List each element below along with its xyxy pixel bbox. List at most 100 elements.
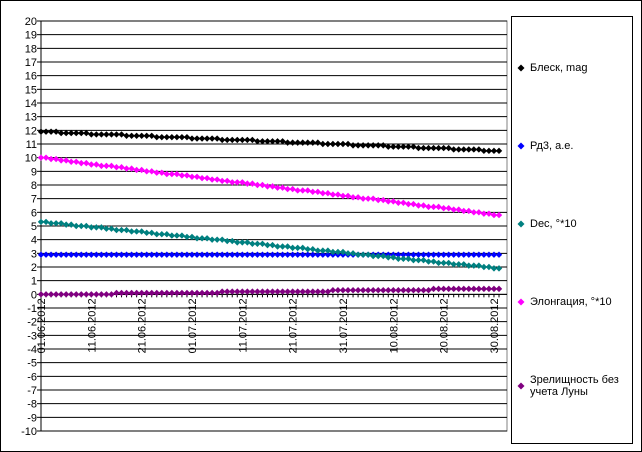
data-point bbox=[118, 226, 125, 234]
data-point bbox=[284, 139, 291, 146]
data-point bbox=[465, 251, 473, 258]
data-point bbox=[264, 288, 271, 295]
data-point bbox=[425, 144, 432, 152]
data-point bbox=[224, 136, 231, 144]
data-point bbox=[349, 142, 357, 149]
data-point bbox=[450, 251, 457, 258]
data-point bbox=[158, 231, 165, 238]
data-point bbox=[465, 146, 473, 153]
legend-label: Рд3, а.е. bbox=[530, 140, 574, 152]
data-point bbox=[183, 133, 191, 141]
data-point bbox=[244, 239, 251, 246]
data-point bbox=[294, 139, 301, 146]
data-point bbox=[234, 288, 241, 295]
data-point bbox=[224, 288, 231, 295]
data-point bbox=[173, 133, 181, 141]
data-point bbox=[128, 132, 135, 139]
y-tick-label: 8 bbox=[31, 180, 37, 192]
data-point bbox=[118, 289, 125, 297]
x-tick-label: 30.08.2012 bbox=[489, 298, 501, 353]
data-point bbox=[138, 228, 145, 235]
data-point bbox=[178, 289, 186, 297]
data-point bbox=[203, 174, 211, 182]
data-point bbox=[47, 251, 55, 258]
data-point bbox=[213, 251, 221, 258]
data-point bbox=[314, 247, 322, 254]
data-point bbox=[173, 232, 181, 239]
data-point bbox=[475, 146, 483, 153]
data-point bbox=[364, 142, 372, 149]
data-point bbox=[198, 251, 206, 258]
data-point bbox=[163, 133, 171, 141]
data-point bbox=[324, 140, 332, 148]
legend-marker bbox=[517, 382, 525, 390]
data-point bbox=[450, 146, 457, 153]
data-point bbox=[269, 288, 276, 295]
data-point bbox=[42, 251, 50, 258]
data-point bbox=[234, 179, 241, 186]
data-point bbox=[390, 254, 397, 261]
x-tick-label: 21.07.2012 bbox=[288, 298, 300, 353]
data-point bbox=[234, 251, 241, 258]
data-point bbox=[470, 285, 478, 293]
data-point bbox=[259, 288, 266, 295]
data-point bbox=[168, 251, 176, 258]
data-point bbox=[123, 226, 130, 234]
data-point bbox=[108, 225, 115, 232]
data-point bbox=[450, 285, 457, 293]
legend-symbol bbox=[517, 64, 525, 72]
x-tick-label: 01.06.2012 bbox=[36, 298, 48, 353]
data-point bbox=[400, 143, 407, 150]
data-point bbox=[405, 255, 412, 262]
data-point bbox=[329, 248, 337, 256]
x-tick-label: 21.06.2012 bbox=[137, 298, 149, 353]
data-point bbox=[435, 144, 442, 152]
data-point bbox=[385, 287, 392, 294]
data-point bbox=[52, 251, 60, 258]
data-point bbox=[289, 251, 296, 258]
data-point bbox=[183, 251, 191, 258]
data-point bbox=[344, 140, 352, 148]
data-point bbox=[445, 144, 452, 152]
data-point bbox=[309, 251, 316, 258]
y-tick-label: 0 bbox=[31, 289, 37, 301]
data-point bbox=[480, 251, 488, 258]
data-point bbox=[229, 237, 236, 245]
data-point bbox=[254, 288, 261, 295]
data-point bbox=[475, 209, 483, 216]
data-point bbox=[47, 291, 55, 298]
data-point bbox=[249, 180, 256, 187]
data-point bbox=[324, 251, 332, 258]
data-point bbox=[47, 128, 55, 135]
data-point bbox=[395, 255, 402, 262]
data-point bbox=[62, 251, 70, 258]
data-point bbox=[188, 135, 196, 142]
data-point bbox=[113, 251, 120, 258]
data-point bbox=[88, 161, 95, 168]
y-tick-label: 4 bbox=[31, 235, 37, 247]
data-point bbox=[93, 161, 100, 168]
data-point bbox=[314, 288, 322, 295]
data-point bbox=[229, 288, 236, 295]
y-tick-label: -5 bbox=[27, 358, 37, 370]
data-point bbox=[289, 185, 296, 193]
data-point bbox=[274, 288, 281, 295]
data-point bbox=[173, 251, 181, 258]
data-point bbox=[78, 159, 85, 167]
data-point bbox=[78, 291, 85, 298]
y-tick-label: 1 bbox=[31, 276, 37, 288]
data-point bbox=[410, 287, 417, 294]
data-point bbox=[123, 132, 130, 139]
data-point bbox=[218, 236, 226, 243]
data-point bbox=[380, 252, 387, 260]
data-point bbox=[465, 207, 473, 215]
data-point bbox=[229, 179, 236, 186]
data-point bbox=[329, 140, 337, 148]
data-point bbox=[218, 177, 226, 185]
data-point bbox=[67, 291, 75, 298]
legend-label: Dec, °*10 bbox=[530, 218, 577, 230]
data-point bbox=[445, 285, 452, 293]
data-point bbox=[455, 261, 462, 268]
data-point bbox=[208, 135, 216, 142]
data-point bbox=[198, 235, 206, 242]
